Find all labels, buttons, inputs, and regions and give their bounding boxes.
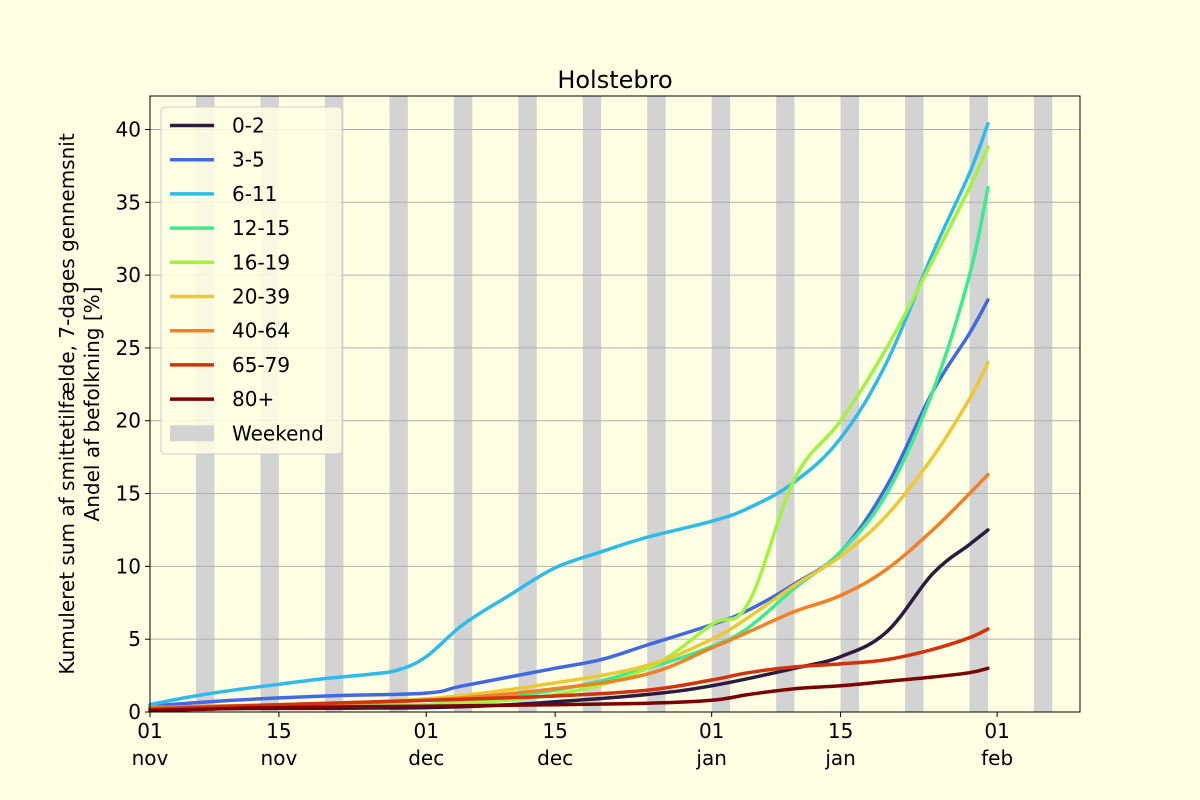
legend-label: 3-5	[232, 148, 265, 172]
weekend-band	[711, 96, 731, 712]
legend-label: 40-64	[232, 319, 290, 343]
x-tick-month: nov	[261, 746, 298, 770]
x-tick-day: 15	[542, 719, 567, 743]
series-line-80+	[148, 666, 990, 713]
x-tick-month: jan	[695, 746, 727, 770]
legend-label: Weekend	[232, 421, 324, 445]
y-tick-label: 30	[116, 263, 141, 287]
x-tick-month: feb	[981, 746, 1013, 770]
weekend-band	[582, 96, 602, 712]
series-line-65-79	[148, 627, 990, 711]
y-tick-label: 25	[116, 336, 141, 360]
y-axis: 0 5 10 15 20 25 30 35 40	[116, 117, 150, 724]
x-tick-month: jan	[824, 746, 856, 770]
legend-label: 0-2	[232, 114, 265, 138]
legend-label: 6-11	[232, 182, 277, 206]
legend-swatch	[170, 425, 214, 442]
weekend-band	[776, 96, 795, 712]
weekend-band	[453, 96, 473, 712]
x-tick-day: 01	[699, 719, 724, 743]
x-tick-day: 15	[266, 719, 291, 743]
y-axis-label-line2: Andel af befolkning [%]	[80, 287, 104, 522]
x-tick-day: 01	[137, 719, 162, 743]
plot-frame	[149, 95, 1081, 713]
y-tick-label: 35	[116, 190, 141, 214]
y-tick-label: 0	[128, 700, 141, 724]
weekend-band	[969, 96, 988, 712]
series-lines	[148, 121, 990, 713]
x-tick-day: 01	[414, 719, 439, 743]
legend-label: 65-79	[232, 353, 290, 377]
weekend-band	[647, 96, 666, 712]
weekend-band	[840, 96, 860, 712]
weekend-band	[389, 96, 408, 712]
x-axis: 01 nov 15 nov 01 dec 15 dec 01 jan 15 jan 01 feb	[132, 712, 1013, 770]
weekend-band	[1033, 96, 1053, 712]
x-tick-day: 01	[984, 719, 1009, 743]
x-tick-day: 15	[828, 719, 853, 743]
legend-label: 80+	[232, 387, 274, 411]
y-axis-label-line1: Kumuleret sum af smittetilfælde, 7-dages…	[55, 133, 79, 675]
x-tick-month: dec	[537, 746, 573, 770]
y-tick-label: 10	[116, 554, 141, 578]
weekend-band	[518, 96, 537, 712]
series-line-3-5	[148, 298, 990, 708]
series-line-6-11	[148, 121, 990, 707]
y-tick-label: 40	[116, 117, 141, 141]
legend-label: 20-39	[232, 285, 290, 309]
weekend-band	[905, 96, 924, 712]
legend: 0-2 3-5 6-11 12-15 16-19 20-39 40-64 65-79 80+ We…	[160, 106, 343, 455]
y-tick-label: 5	[128, 627, 141, 651]
y-tick-label: 20	[116, 409, 141, 433]
legend-label: 16-19	[232, 250, 290, 274]
legend-label: 12-15	[232, 216, 290, 240]
chart-title: Holstebro	[557, 66, 672, 94]
x-tick-month: nov	[132, 746, 169, 770]
x-tick-month: dec	[408, 746, 444, 770]
y-tick-label: 15	[116, 482, 141, 506]
